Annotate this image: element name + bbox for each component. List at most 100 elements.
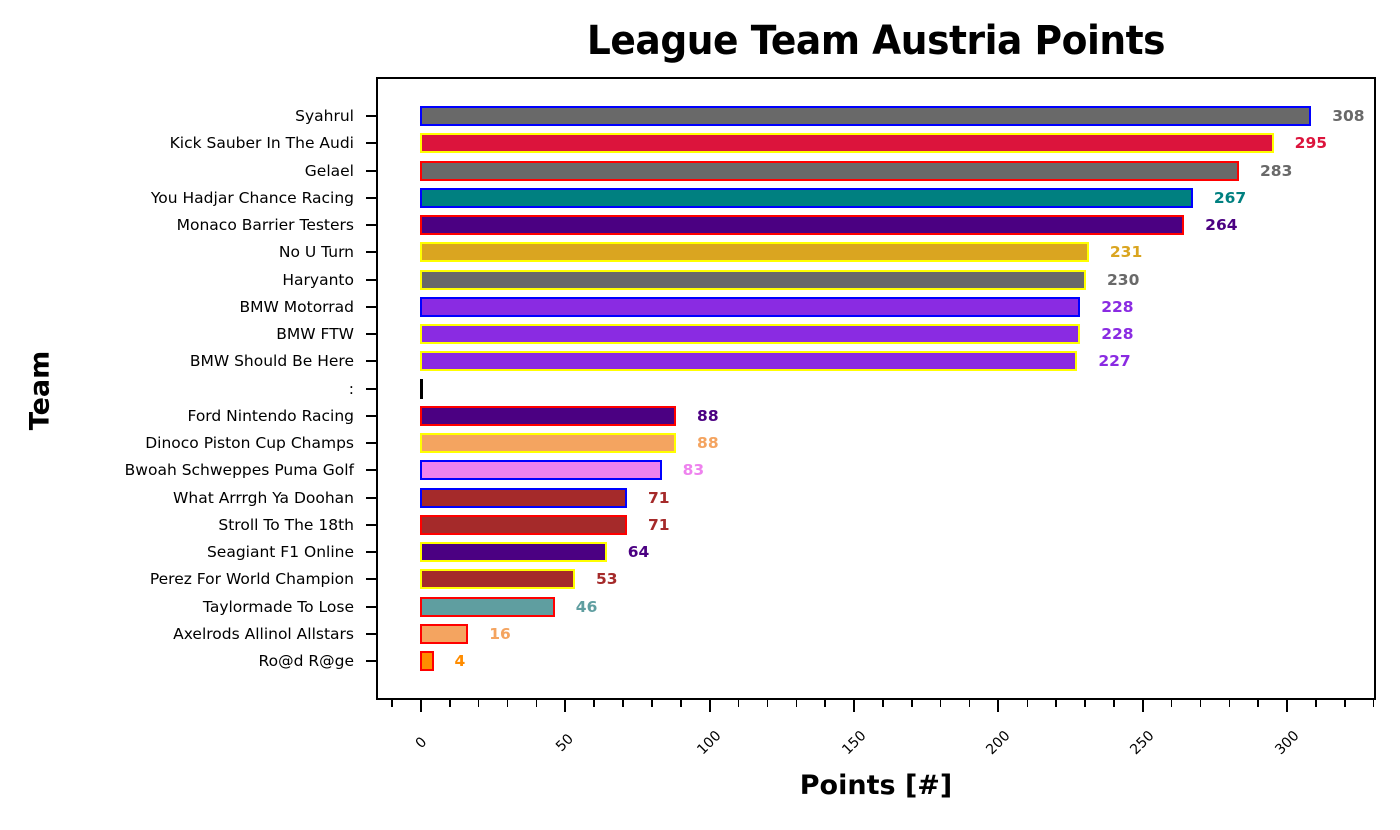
bar-value-label: 4 xyxy=(454,652,466,670)
x-tick-major xyxy=(997,700,1000,712)
bar-value-label: 16 xyxy=(489,624,511,643)
y-tick xyxy=(366,632,376,635)
bar xyxy=(420,296,1081,317)
bar-value-label: 230 xyxy=(1107,270,1140,289)
bar xyxy=(420,269,1086,290)
y-tick xyxy=(366,578,376,581)
x-tick-minor xyxy=(1228,700,1231,707)
y-tick-label: Dinoco Piston Cup Champs xyxy=(145,434,354,452)
x-tick-minor xyxy=(939,700,942,707)
x-tick-minor xyxy=(1257,700,1259,707)
x-tick-minor xyxy=(1026,700,1029,707)
x-tick-minor xyxy=(593,700,595,707)
x-tick-minor xyxy=(535,700,538,707)
x-tick-label: 200 xyxy=(983,727,1014,759)
x-tick-minor xyxy=(622,700,624,707)
y-tick xyxy=(366,305,376,308)
y-tick-label: Axelrods Allinol Allstars xyxy=(173,624,354,643)
bar xyxy=(420,351,1078,372)
y-tick-label: Monaco Barrier Testers xyxy=(176,216,354,234)
y-tick xyxy=(366,224,376,226)
bar-value-label: 53 xyxy=(596,570,618,589)
x-tick-minor xyxy=(882,700,884,707)
x-tick-minor xyxy=(1055,700,1057,707)
plot-area xyxy=(376,77,1376,700)
x-tick-minor xyxy=(477,700,480,707)
y-tick-label: Gelael xyxy=(304,161,354,180)
bar-value-label: 71 xyxy=(647,488,670,507)
x-tick-label: 100 xyxy=(694,727,725,759)
x-tick-minor xyxy=(911,700,913,707)
y-tick-label: Kick Sauber In The Audi xyxy=(169,134,354,153)
y-tick-label: Ro@d R@ge xyxy=(258,652,354,670)
y-tick-label: BMW Should Be Here xyxy=(189,352,354,371)
x-tick-major xyxy=(708,700,711,712)
bar-value-label: 46 xyxy=(575,597,598,616)
x-tick-minor xyxy=(824,700,826,707)
x-tick-minor xyxy=(1372,700,1375,707)
x-tick-label: 250 xyxy=(1127,727,1158,759)
x-tick-minor xyxy=(391,700,393,707)
x-tick-minor xyxy=(737,700,740,707)
y-tick xyxy=(366,169,376,172)
bar-value-label: 227 xyxy=(1098,352,1131,371)
bar-value-label: 228 xyxy=(1101,297,1134,316)
x-tick-minor xyxy=(680,700,682,707)
y-tick xyxy=(366,360,376,363)
y-tick xyxy=(366,387,376,390)
x-tick-label: 0 xyxy=(412,734,430,752)
y-tick xyxy=(366,251,376,254)
x-axis-label: Points [#] xyxy=(799,770,953,801)
y-tick-label: : xyxy=(348,379,354,398)
y-tick-label: Ford Nintendo Racing xyxy=(187,406,354,425)
y-tick-label: What Arrrgh Ya Doohan xyxy=(173,488,354,507)
bar xyxy=(420,596,555,617)
bar-value-label: 264 xyxy=(1205,216,1238,234)
bar-value-label: 88 xyxy=(697,434,719,452)
bar xyxy=(420,569,575,590)
bar-value-label: 267 xyxy=(1213,188,1247,207)
x-tick-minor xyxy=(651,700,653,707)
y-tick-label: Perez For World Champion xyxy=(149,570,354,589)
y-tick-label: Taylormade To Lose xyxy=(202,597,354,616)
separator-marker xyxy=(420,378,423,399)
x-tick-minor xyxy=(1113,700,1115,707)
x-tick-major xyxy=(1286,700,1289,712)
bar xyxy=(420,623,469,644)
x-tick-label: 150 xyxy=(838,727,870,759)
y-tick-label: BMW FTW xyxy=(276,325,354,343)
y-tick-label: Syahrul xyxy=(295,107,354,125)
bar xyxy=(420,460,662,481)
x-tick-major xyxy=(564,700,567,712)
chart-title: League Team Austria Points xyxy=(586,18,1166,64)
y-tick xyxy=(366,442,376,444)
x-tick-minor xyxy=(449,700,451,707)
y-tick xyxy=(366,333,376,335)
bar-value-label: 295 xyxy=(1294,134,1328,153)
bar-value-label: 283 xyxy=(1260,161,1293,180)
x-tick-major xyxy=(1141,700,1144,712)
bar xyxy=(420,106,1312,126)
y-tick xyxy=(366,278,376,281)
y-tick xyxy=(366,496,376,499)
x-tick-label: 300 xyxy=(1271,727,1303,759)
x-tick-minor xyxy=(1315,700,1317,707)
bar xyxy=(420,542,607,562)
y-tick-label: Seagiant F1 Online xyxy=(206,543,354,561)
x-tick-major xyxy=(420,700,422,712)
x-tick-minor xyxy=(1344,700,1346,707)
y-tick-label: BMW Motorrad xyxy=(239,297,355,316)
y-tick-label: Haryanto xyxy=(282,270,354,289)
bar xyxy=(420,160,1240,181)
bar-value-label: 308 xyxy=(1332,107,1365,125)
y-tick-label: You Hadjar Chance Racing xyxy=(150,188,354,207)
bar-value-label: 228 xyxy=(1101,325,1134,343)
bar xyxy=(420,514,627,535)
bar xyxy=(420,187,1193,208)
bar xyxy=(420,433,677,453)
bar xyxy=(420,324,1081,344)
bar xyxy=(420,133,1274,154)
y-tick xyxy=(366,142,376,145)
y-tick-label: Bwoah Schweppes Puma Golf xyxy=(124,461,354,480)
